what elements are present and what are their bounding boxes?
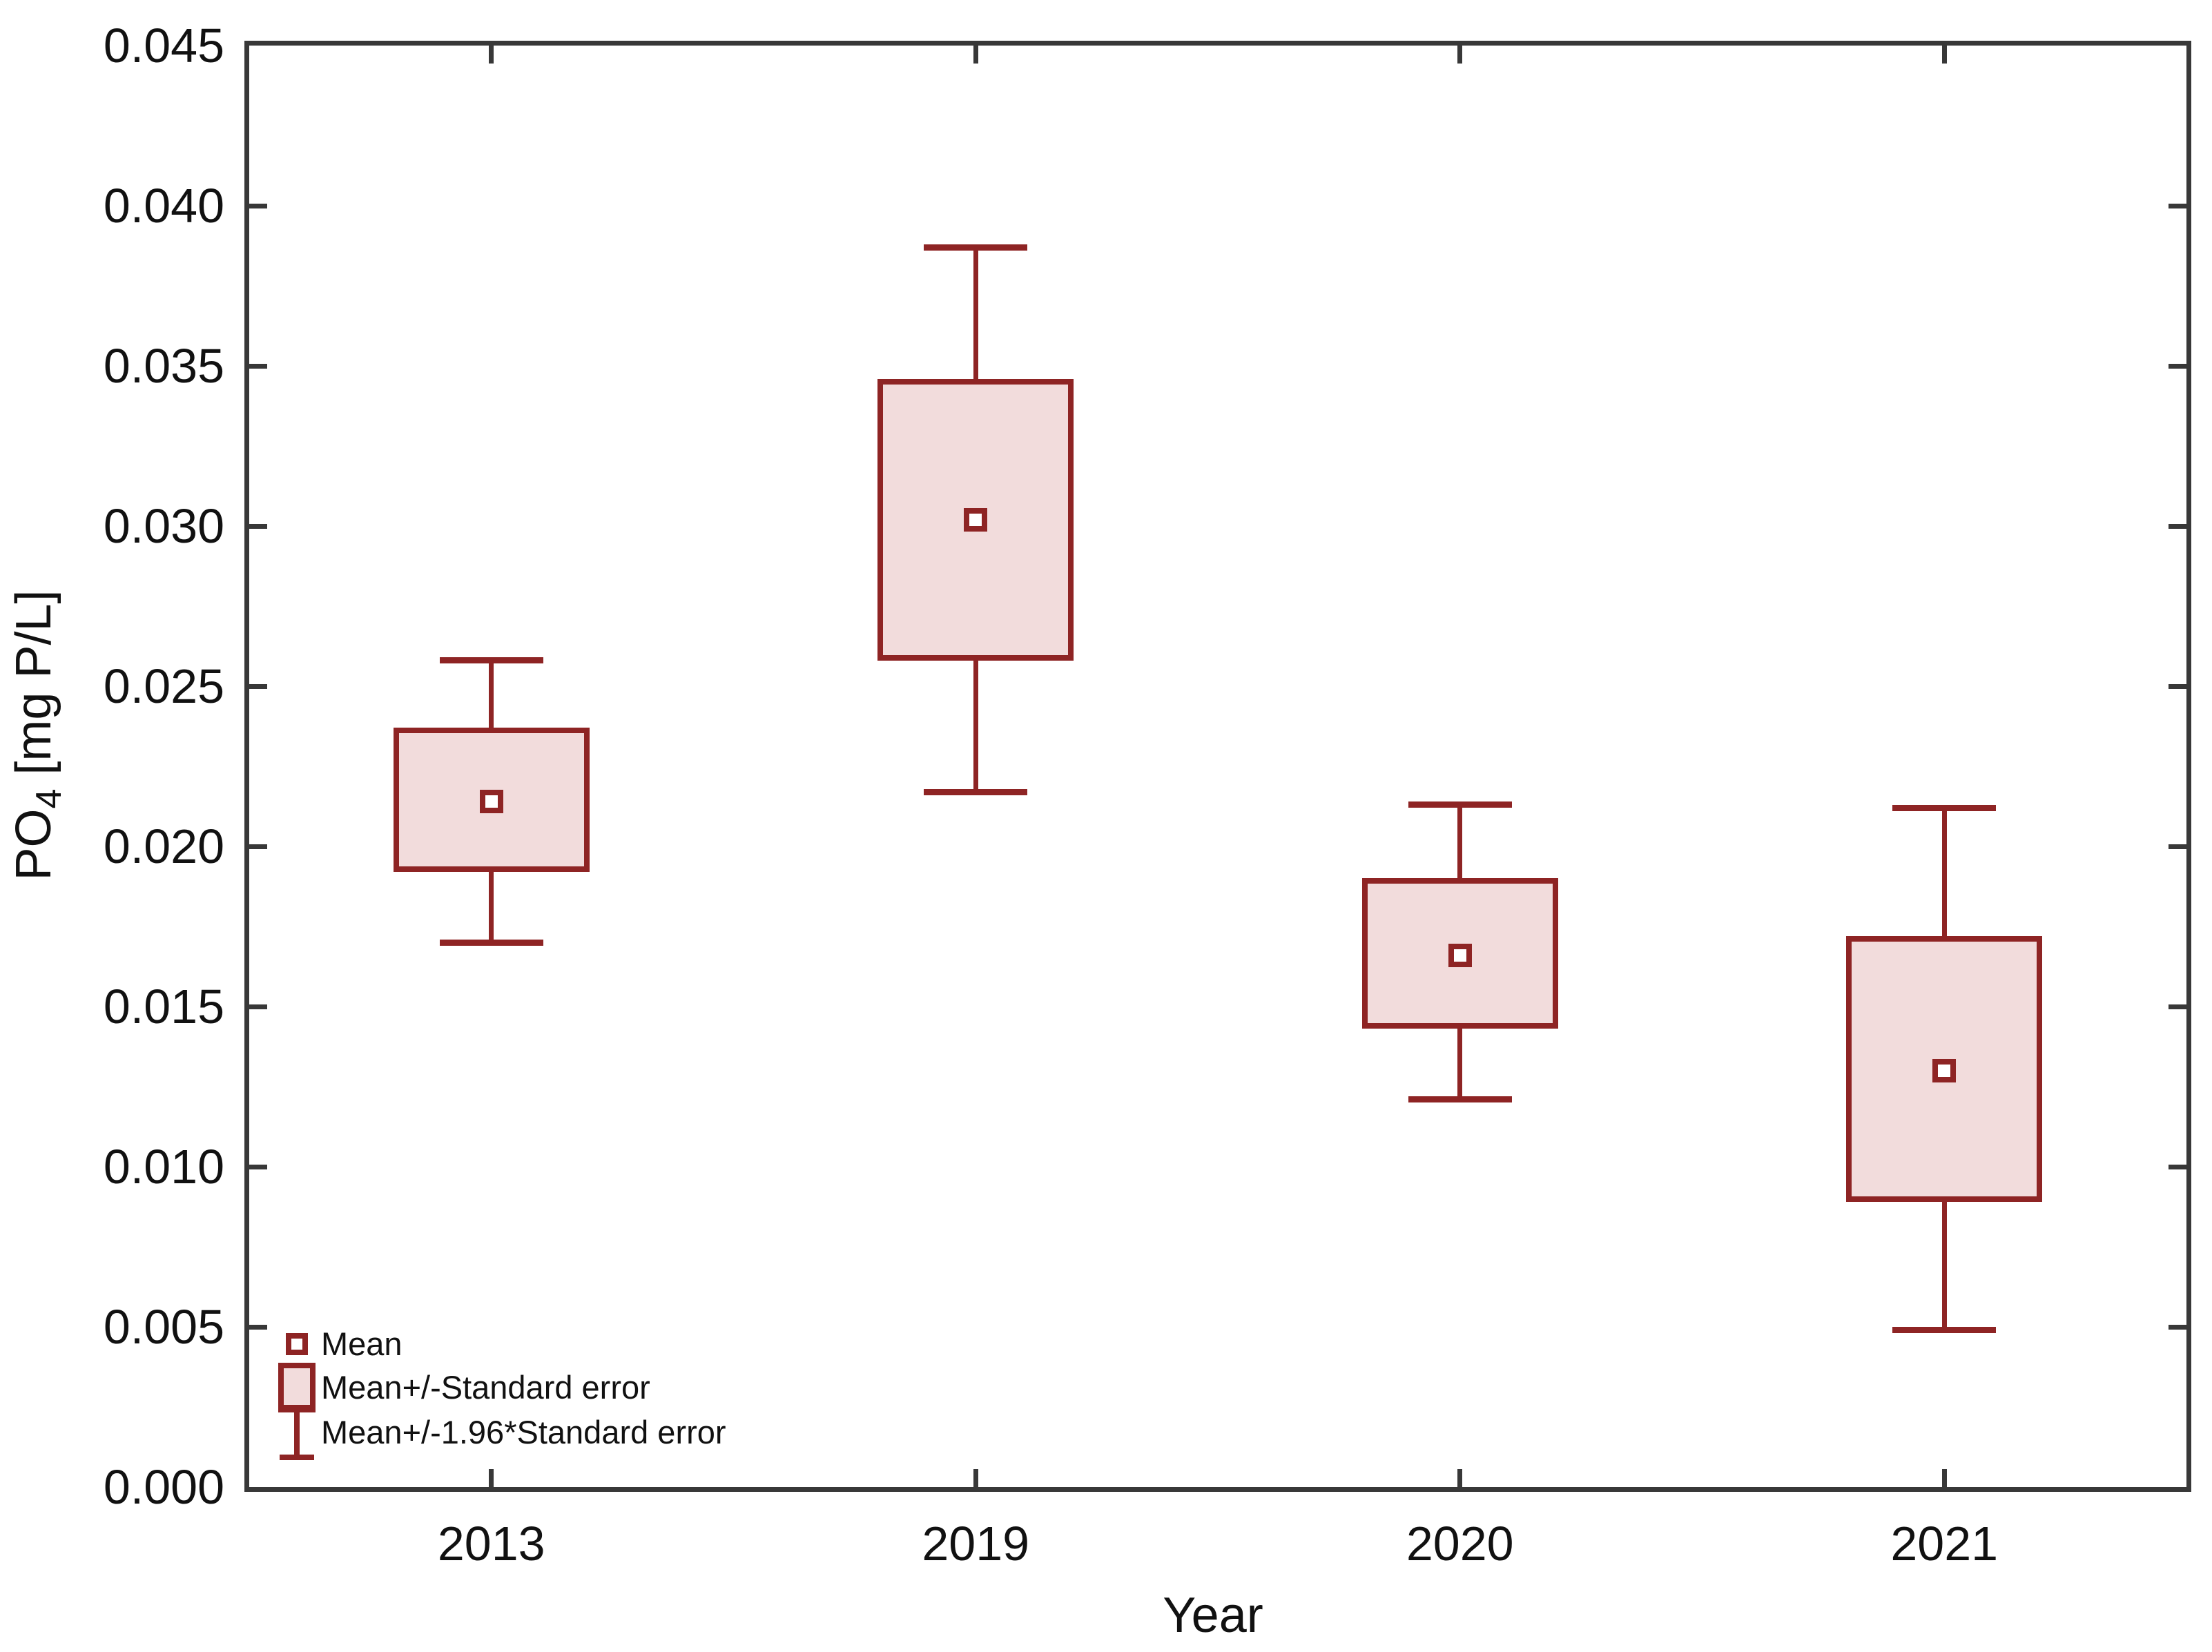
y-tick-right-0.035 xyxy=(2169,363,2186,369)
y-tick-left-0.035 xyxy=(249,363,267,369)
whisker-cap-top-2019 xyxy=(924,244,1028,251)
y-tick-label-0.025: 0.025 xyxy=(103,659,224,713)
whisker-cap-top-2013 xyxy=(439,657,543,664)
y-tick-right-0.005 xyxy=(2169,1324,2186,1330)
x-tick-label-2013: 2013 xyxy=(437,1517,545,1571)
x-tick-top-2020 xyxy=(1457,46,1463,64)
y-tick-left-0.030 xyxy=(249,523,267,529)
y-tick-label-0.015: 0.015 xyxy=(103,980,224,1033)
x-tick-bottom-2019 xyxy=(973,1469,978,1487)
whisker-cap-bottom-2021 xyxy=(1892,1327,1997,1334)
mean-marker-2020 xyxy=(1448,943,1472,967)
whisker-cap-top-2020 xyxy=(1408,801,1512,808)
y-tick-label-0.040: 0.040 xyxy=(103,179,224,233)
x-tick-label-2020: 2020 xyxy=(1406,1517,1514,1571)
x-tick-bottom-2020 xyxy=(1457,1469,1463,1487)
x-tick-label-2019: 2019 xyxy=(922,1517,1030,1571)
y-tick-right-0.020 xyxy=(2169,844,2186,849)
whisker-cap-bottom-2013 xyxy=(439,939,543,946)
y-tick-label-0.010: 0.010 xyxy=(103,1140,224,1194)
y-tick-left-0.020 xyxy=(249,844,267,849)
y-tick-label-0.020: 0.020 xyxy=(103,819,224,873)
whisker-cap-bottom-2020 xyxy=(1408,1096,1512,1103)
whisker-cap-bottom-2019 xyxy=(924,788,1028,795)
mean-marker-2013 xyxy=(479,790,503,814)
legend-label-standard-error: Mean+/-Standard error xyxy=(321,1369,650,1406)
x-tick-bottom-2021 xyxy=(1941,1469,1947,1487)
x-tick-top-2019 xyxy=(973,46,978,64)
error-bar-icon xyxy=(280,1405,314,1460)
legend-label-196-standard-error: Mean+/-1.96*Standard error xyxy=(321,1414,726,1450)
legend-item-mean: Mean xyxy=(273,1322,402,1366)
y-tick-right-0.010 xyxy=(2169,1164,2186,1169)
y-tick-left-0.015 xyxy=(249,1004,267,1009)
y-tick-label-0.000: 0.000 xyxy=(103,1460,224,1514)
mean-marker-icon xyxy=(286,1333,308,1355)
plot-area xyxy=(244,41,2191,1492)
y-tick-left-0.010 xyxy=(249,1164,267,1169)
mean-marker-2021 xyxy=(1932,1058,1957,1082)
y-tick-left-0.005 xyxy=(249,1324,267,1330)
y-tick-left-0.040 xyxy=(249,203,267,208)
y-tick-right-0.040 xyxy=(2169,203,2186,208)
y-tick-left-0.025 xyxy=(249,683,267,689)
legend-item-196-standard-error: Mean+/-1.96*Standard error xyxy=(273,1405,726,1460)
y-tick-label-0.005: 0.005 xyxy=(103,1300,224,1354)
y-tick-label-0.045: 0.045 xyxy=(103,19,224,72)
x-axis-title: Year xyxy=(1163,1588,1263,1643)
x-tick-top-2013 xyxy=(489,46,494,64)
legend-item-standard-error: Mean+/-Standard error xyxy=(273,1363,650,1412)
y-tick-right-0.025 xyxy=(2169,683,2186,689)
x-tick-label-2021: 2021 xyxy=(1890,1517,1999,1571)
y-tick-right-0.015 xyxy=(2169,1004,2186,1009)
mean-marker-2019 xyxy=(964,507,988,532)
x-tick-top-2021 xyxy=(1941,46,1947,64)
y-tick-label-0.030: 0.030 xyxy=(103,499,224,553)
y-axis-title-subscript: 4 xyxy=(29,788,70,809)
y-tick-right-0.030 xyxy=(2169,523,2186,529)
whisker-cap-top-2021 xyxy=(1892,804,1997,811)
y-tick-label-0.035: 0.035 xyxy=(103,339,224,393)
legend-label-mean: Mean xyxy=(321,1325,402,1362)
x-tick-bottom-2013 xyxy=(489,1469,494,1487)
